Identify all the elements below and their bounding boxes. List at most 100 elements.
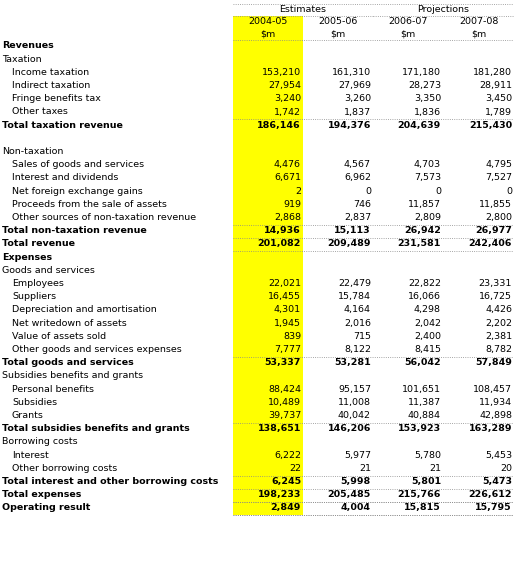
Text: 194,376: 194,376	[327, 121, 371, 130]
Text: 215,430: 215,430	[469, 121, 512, 130]
Text: 10,489: 10,489	[268, 398, 301, 407]
Text: 4,795: 4,795	[485, 160, 512, 169]
Text: 1,789: 1,789	[485, 108, 512, 116]
Text: 181,280: 181,280	[473, 68, 512, 77]
Text: Interest and dividends: Interest and dividends	[12, 173, 118, 182]
Text: 2,400: 2,400	[414, 332, 441, 341]
Text: Projections: Projections	[417, 5, 469, 14]
Text: Employees: Employees	[12, 279, 64, 288]
Text: 23,331: 23,331	[479, 279, 512, 288]
Text: Total revenue: Total revenue	[2, 239, 75, 249]
Text: Subsidies: Subsidies	[12, 398, 57, 407]
Text: 42,898: 42,898	[479, 411, 512, 420]
Text: 11,934: 11,934	[479, 398, 512, 407]
Text: 2: 2	[295, 187, 301, 196]
Text: 11,387: 11,387	[408, 398, 441, 407]
Text: Value of assets sold: Value of assets sold	[12, 332, 106, 341]
Text: Borrowing costs: Borrowing costs	[2, 438, 78, 446]
Text: Total interest and other borrowing costs: Total interest and other borrowing costs	[2, 477, 218, 486]
Text: Indirect taxation: Indirect taxation	[12, 81, 90, 90]
Text: 8,415: 8,415	[414, 345, 441, 354]
Text: 22,822: 22,822	[408, 279, 441, 288]
Text: 4,703: 4,703	[414, 160, 441, 169]
Text: 209,489: 209,489	[327, 239, 371, 249]
Text: 11,857: 11,857	[408, 200, 441, 209]
Text: 4,567: 4,567	[344, 160, 371, 169]
Text: Sales of goods and services: Sales of goods and services	[12, 160, 144, 169]
Text: 6,671: 6,671	[274, 173, 301, 182]
Text: 5,473: 5,473	[482, 477, 512, 486]
Text: 88,424: 88,424	[268, 385, 301, 394]
Text: 215,766: 215,766	[398, 490, 441, 499]
Text: 4,004: 4,004	[341, 503, 371, 512]
Text: 201,082: 201,082	[258, 239, 301, 249]
Text: 231,581: 231,581	[398, 239, 441, 249]
Text: 5,977: 5,977	[344, 451, 371, 459]
Text: 4,298: 4,298	[414, 306, 441, 315]
Text: 163,289: 163,289	[468, 424, 512, 433]
Text: 40,884: 40,884	[408, 411, 441, 420]
Text: 3,450: 3,450	[485, 94, 512, 103]
Text: 95,157: 95,157	[338, 385, 371, 394]
Text: Subsidies benefits and grants: Subsidies benefits and grants	[2, 372, 143, 381]
Text: 5,453: 5,453	[485, 451, 512, 459]
Text: 6,962: 6,962	[344, 173, 371, 182]
Text: 746: 746	[353, 200, 371, 209]
Text: 186,146: 186,146	[258, 121, 301, 130]
Text: 22,021: 22,021	[268, 279, 301, 288]
Text: 153,210: 153,210	[262, 68, 301, 77]
Text: 146,206: 146,206	[327, 424, 371, 433]
Text: 2004-05: 2004-05	[248, 17, 288, 26]
Text: 2005-06: 2005-06	[318, 17, 358, 26]
Text: Expenses: Expenses	[2, 253, 52, 262]
Text: 171,180: 171,180	[402, 68, 441, 77]
Text: 28,911: 28,911	[479, 81, 512, 90]
Text: 16,455: 16,455	[268, 292, 301, 302]
Text: 56,042: 56,042	[405, 359, 441, 367]
Text: Taxation: Taxation	[2, 55, 42, 64]
Text: 22: 22	[289, 464, 301, 473]
Text: 2,849: 2,849	[271, 503, 301, 512]
Text: 27,954: 27,954	[268, 81, 301, 90]
Text: 57,849: 57,849	[475, 359, 512, 367]
Text: 40,042: 40,042	[338, 411, 371, 420]
Text: Other taxes: Other taxes	[12, 108, 68, 116]
Text: 1,742: 1,742	[274, 108, 301, 116]
Text: Income taxation: Income taxation	[12, 68, 89, 77]
Text: 15,784: 15,784	[338, 292, 371, 302]
Text: Personal benefits: Personal benefits	[12, 385, 94, 394]
Text: 0: 0	[506, 187, 512, 196]
Text: 2,202: 2,202	[485, 319, 512, 328]
Text: Grants: Grants	[12, 411, 44, 420]
Text: 3,350: 3,350	[414, 94, 441, 103]
Text: 2,837: 2,837	[344, 213, 371, 222]
Text: 5,801: 5,801	[411, 477, 441, 486]
Text: 21: 21	[359, 464, 371, 473]
Text: 53,337: 53,337	[265, 359, 301, 367]
Text: Other goods and services expenses: Other goods and services expenses	[12, 345, 182, 354]
Text: 0: 0	[435, 187, 441, 196]
Text: Non-taxation: Non-taxation	[2, 147, 63, 156]
Text: Goods and services: Goods and services	[2, 266, 95, 275]
Text: $m: $m	[471, 29, 486, 38]
Text: 108,457: 108,457	[473, 385, 512, 394]
Text: 2,381: 2,381	[485, 332, 512, 341]
Text: 4,301: 4,301	[274, 306, 301, 315]
Text: Operating result: Operating result	[2, 503, 90, 512]
Text: 1,837: 1,837	[344, 108, 371, 116]
Text: 2,809: 2,809	[414, 213, 441, 222]
Text: 8,122: 8,122	[344, 345, 371, 354]
Bar	[233, 16, 303, 515]
Text: $m: $m	[400, 29, 416, 38]
Text: 15,113: 15,113	[335, 226, 371, 235]
Text: 138,651: 138,651	[258, 424, 301, 433]
Text: Suppliers: Suppliers	[12, 292, 56, 302]
Text: 1,836: 1,836	[414, 108, 441, 116]
Text: Total expenses: Total expenses	[2, 490, 81, 499]
Text: 5,780: 5,780	[414, 451, 441, 459]
Text: $m: $m	[261, 29, 276, 38]
Text: 839: 839	[283, 332, 301, 341]
Text: 14,936: 14,936	[264, 226, 301, 235]
Text: Total goods and services: Total goods and services	[2, 359, 134, 367]
Text: 4,426: 4,426	[485, 306, 512, 315]
